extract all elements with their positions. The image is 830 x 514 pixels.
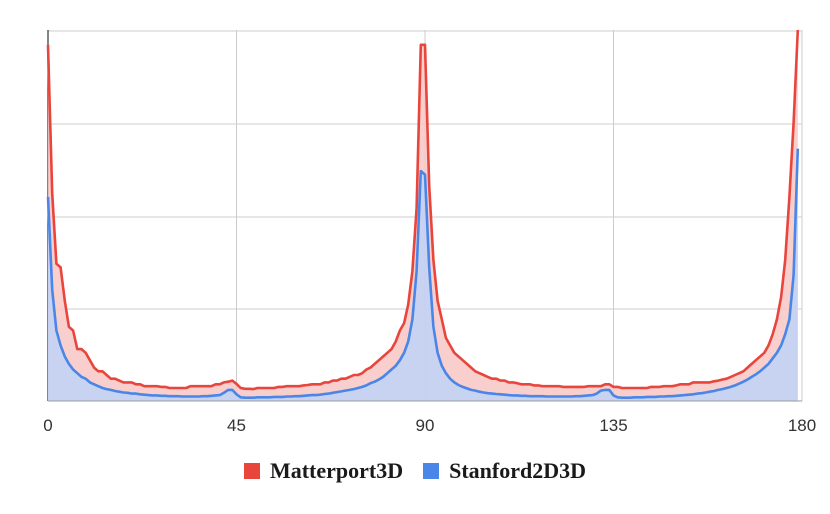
x-tick-label: 90 [416,416,435,435]
x-tick-label: 0 [43,416,52,435]
legend-swatch [243,463,260,479]
x-tick-label: 135 [599,416,627,435]
x-tick-label: 180 [788,416,816,435]
legend: Matterport3D Stanford2D3D [0,458,830,484]
series-line-stanford2d3d [46,148,800,399]
legend-swatch [423,463,440,479]
x-axis-ticks: 0 45 90 135 180 [43,416,816,435]
x-tick-label: 45 [227,416,246,435]
legend-label: Matterport3D [269,458,404,483]
legend-item-stanford2d3d[interactable]: Stanford2D3D [423,458,586,484]
legend-item-matterport3d[interactable]: Matterport3D [243,458,404,484]
legend-label: Stanford2D3D [449,458,587,483]
series-area-stanford2d3d [48,148,798,401]
plot-area [46,29,802,402]
series-line-matterport3d [46,29,800,391]
